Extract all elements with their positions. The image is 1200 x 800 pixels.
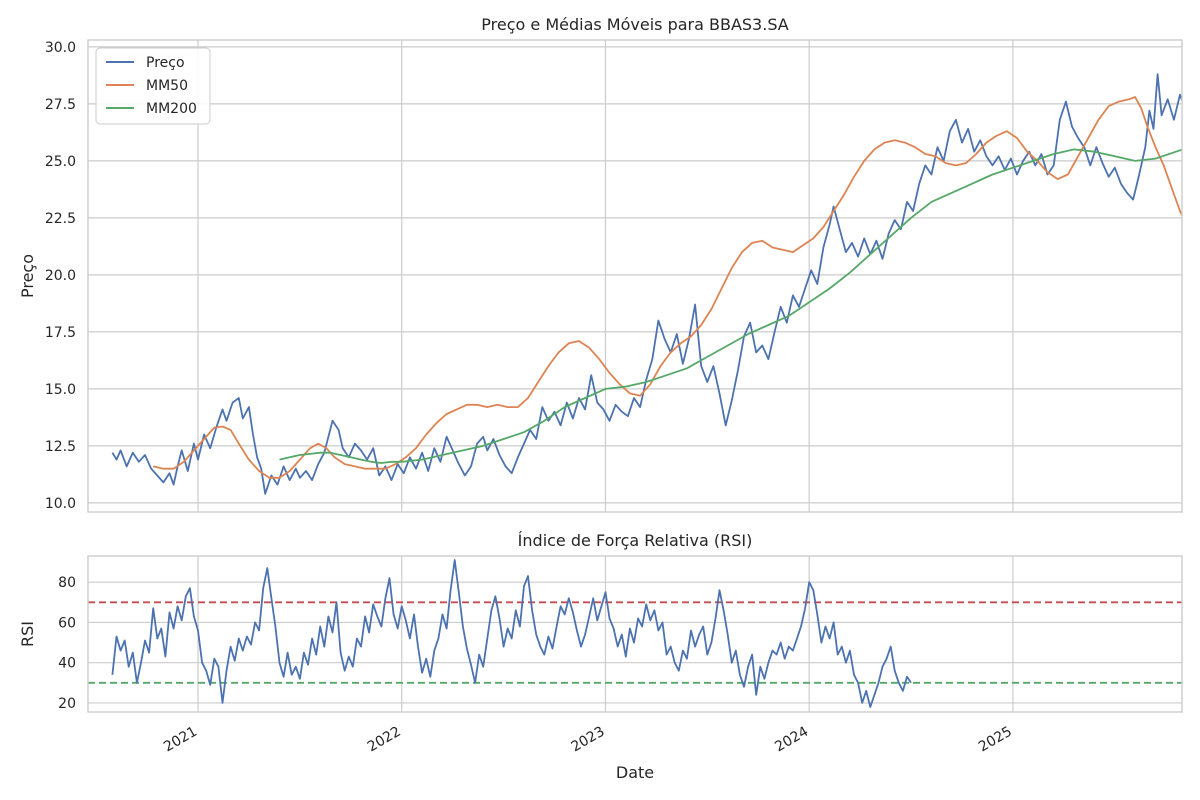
x-tick-label: 2024 xyxy=(772,724,811,756)
y-tick-label: 12.5 xyxy=(45,439,76,455)
price-panel: 10.0 12.5 15.0 17.5 20.0 22.5 25.0 27.5 30.0 Preç… xyxy=(18,15,1183,513)
y-tick-label: 22.5 xyxy=(45,211,76,227)
y-tick-label: 60 xyxy=(58,615,76,631)
legend-label: MM200 xyxy=(146,101,197,117)
y-tick-label: 40 xyxy=(58,656,76,672)
series-line-rsi xyxy=(111,559,912,708)
y-tick-label: 15.0 xyxy=(45,382,76,398)
y-tick-label: 20.0 xyxy=(45,268,76,284)
legend-label: Preço xyxy=(146,55,185,71)
y-axis-label: Preço xyxy=(18,254,37,298)
x-axis-label: Date xyxy=(616,763,654,782)
legend-box xyxy=(95,47,211,125)
y-tick-label: 17.5 xyxy=(45,325,76,341)
y-axis-label: RSI xyxy=(18,621,37,647)
chart-title: Preço e Médias Móveis para BBAS3.SA xyxy=(481,15,788,34)
x-tick-label: 2023 xyxy=(569,724,608,756)
legend: Preço MM50 MM200 xyxy=(95,47,211,125)
series-line-mm50 xyxy=(153,96,1182,479)
y-tick-label: 27.5 xyxy=(45,97,76,113)
y-tick-label: 20 xyxy=(58,696,76,712)
series-line-preo xyxy=(111,73,1182,495)
y-tick-label: 30.0 xyxy=(45,40,76,56)
plot-frame xyxy=(87,555,1183,713)
rsi-panel: 20 40 60 80 2021 2022 2023 2024 2025 Índice de Fo… xyxy=(18,531,1183,782)
y-tick-label: 10.0 xyxy=(45,496,76,512)
x-tick-label: 2025 xyxy=(976,724,1015,756)
y-tick-label: 80 xyxy=(58,575,76,591)
chart-title: Índice de Força Relativa (RSI) xyxy=(518,531,753,550)
plot-frame xyxy=(87,39,1183,513)
x-tick-label: 2021 xyxy=(161,724,200,756)
plot-area xyxy=(88,40,1182,512)
x-tick-label: 2022 xyxy=(365,724,404,756)
y-tick-label: 25.0 xyxy=(45,154,76,170)
legend-label: MM50 xyxy=(146,78,188,94)
series-line-mm200 xyxy=(279,148,1182,464)
